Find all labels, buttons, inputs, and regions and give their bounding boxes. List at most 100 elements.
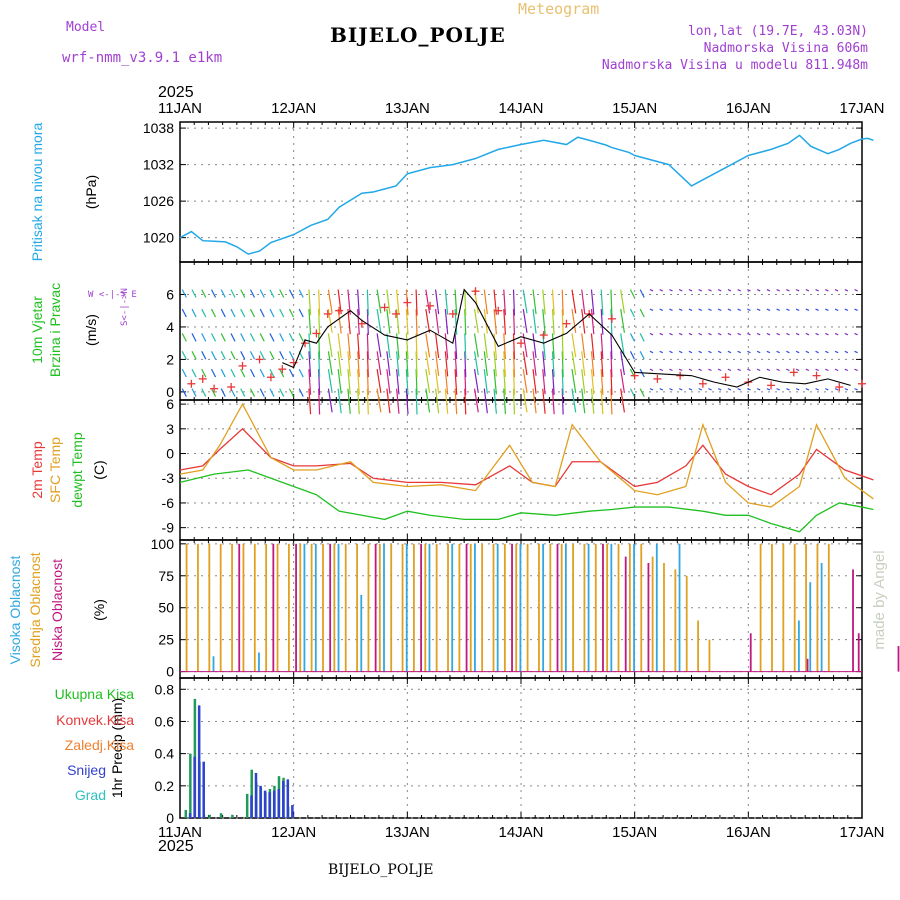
wind-barb [756, 308, 761, 311]
wind-barb [629, 289, 636, 298]
wind-barb [464, 309, 467, 335]
cloud-bar [492, 543, 495, 672]
wind-barb [571, 388, 577, 413]
wind-barb [318, 351, 321, 378]
wind-barb [327, 369, 333, 393]
wind-barb [483, 289, 488, 315]
wind-barb [269, 333, 275, 342]
y-tick-label: 0.2 [155, 778, 175, 794]
yunit-temp: (C) [91, 460, 107, 479]
wind-barb [327, 351, 333, 376]
wind-barb [240, 351, 246, 360]
wind-barb [279, 333, 285, 342]
precip-bar [193, 756, 196, 818]
wind-barb [288, 388, 295, 397]
wind-barb [551, 369, 555, 395]
wind-barb [386, 289, 391, 315]
wind-barb [181, 289, 187, 298]
precip-bar [263, 790, 267, 818]
wind-barb [747, 350, 751, 354]
wind-barb [279, 388, 285, 397]
cloud-bar [897, 646, 900, 672]
wind-barb [464, 388, 467, 415]
wind-barb [815, 308, 819, 311]
wind-barb [503, 333, 507, 360]
cloud-bar [806, 658, 809, 672]
wind-barb [444, 369, 449, 395]
wind-barb [571, 351, 577, 376]
cloud-bar [587, 543, 590, 672]
wind-barb [795, 289, 800, 292]
cloud-bar [633, 543, 635, 672]
wind-barb [629, 388, 636, 397]
wind-barb [610, 388, 613, 415]
wind-barb [396, 309, 400, 335]
wind-barb [396, 351, 400, 377]
cloud-bar [231, 543, 233, 672]
wind-barb [259, 351, 265, 360]
precip-bar [219, 813, 223, 818]
wind-barb [288, 333, 295, 342]
precip-bar [202, 761, 205, 818]
cloud-bar [809, 582, 812, 672]
y-tick-label: 1026 [143, 193, 174, 209]
wind-barb [191, 368, 197, 378]
wind-barb [201, 333, 207, 342]
wind-barb [620, 369, 626, 393]
cloud-bar [583, 543, 586, 672]
wind-barb [434, 351, 440, 376]
wind-barb [454, 289, 458, 316]
wind-barb [308, 309, 312, 335]
cloud-bar [337, 543, 340, 672]
wind-barb [347, 388, 351, 414]
precip-bar [272, 790, 276, 818]
model-name: wrf-nmm_v3.9.1 e1km [62, 50, 223, 66]
cloud-bar [276, 543, 279, 672]
cloud-bar [219, 543, 222, 672]
wind-barb [230, 351, 236, 360]
x-tick-label-top: 17JAN [839, 100, 884, 117]
x-tick-label-top: 12JAN [271, 100, 316, 117]
wind-barb [786, 332, 790, 336]
wind-barb [717, 388, 722, 391]
ylabel-high-cloud: Visoka Oblacnost [7, 556, 23, 665]
cloud-bar [515, 543, 518, 672]
wind-barb [600, 333, 604, 360]
wind-barb [688, 308, 693, 311]
wind-barb [318, 289, 321, 316]
cloud-bar [816, 543, 819, 672]
wind-barb [786, 289, 790, 292]
wind-barb [337, 333, 342, 359]
wind-barb [844, 368, 849, 372]
wind-barb [366, 351, 369, 378]
wind-barb [590, 309, 595, 335]
station-title: BIJELO_POLJE [330, 23, 506, 47]
cloud-bar [197, 543, 199, 672]
wind-barb [249, 388, 256, 397]
wind-barb [230, 333, 236, 342]
cloud-bar [287, 543, 290, 672]
cloud-bar [594, 543, 597, 672]
wind-barb [756, 332, 761, 336]
wind-barb [386, 351, 391, 376]
cloud-bar [805, 543, 807, 672]
wind-barb [610, 333, 613, 360]
wind-barb [708, 388, 712, 391]
wind-barb [288, 351, 295, 360]
wind-barb [766, 308, 771, 311]
wind-barb [444, 351, 449, 377]
wind-barb [649, 350, 654, 354]
wind-barb [269, 351, 275, 360]
wind-barb [649, 388, 654, 391]
wind-barb [386, 309, 391, 334]
wind-barb [298, 368, 304, 378]
wind-barb [825, 308, 829, 311]
wind-barb [240, 333, 246, 342]
precip-bar [231, 814, 234, 818]
wind-barb [473, 351, 479, 376]
wind-barb [639, 308, 645, 318]
wind-barb [201, 308, 207, 318]
wind-barb [308, 289, 312, 316]
cloud-bar [258, 652, 260, 672]
